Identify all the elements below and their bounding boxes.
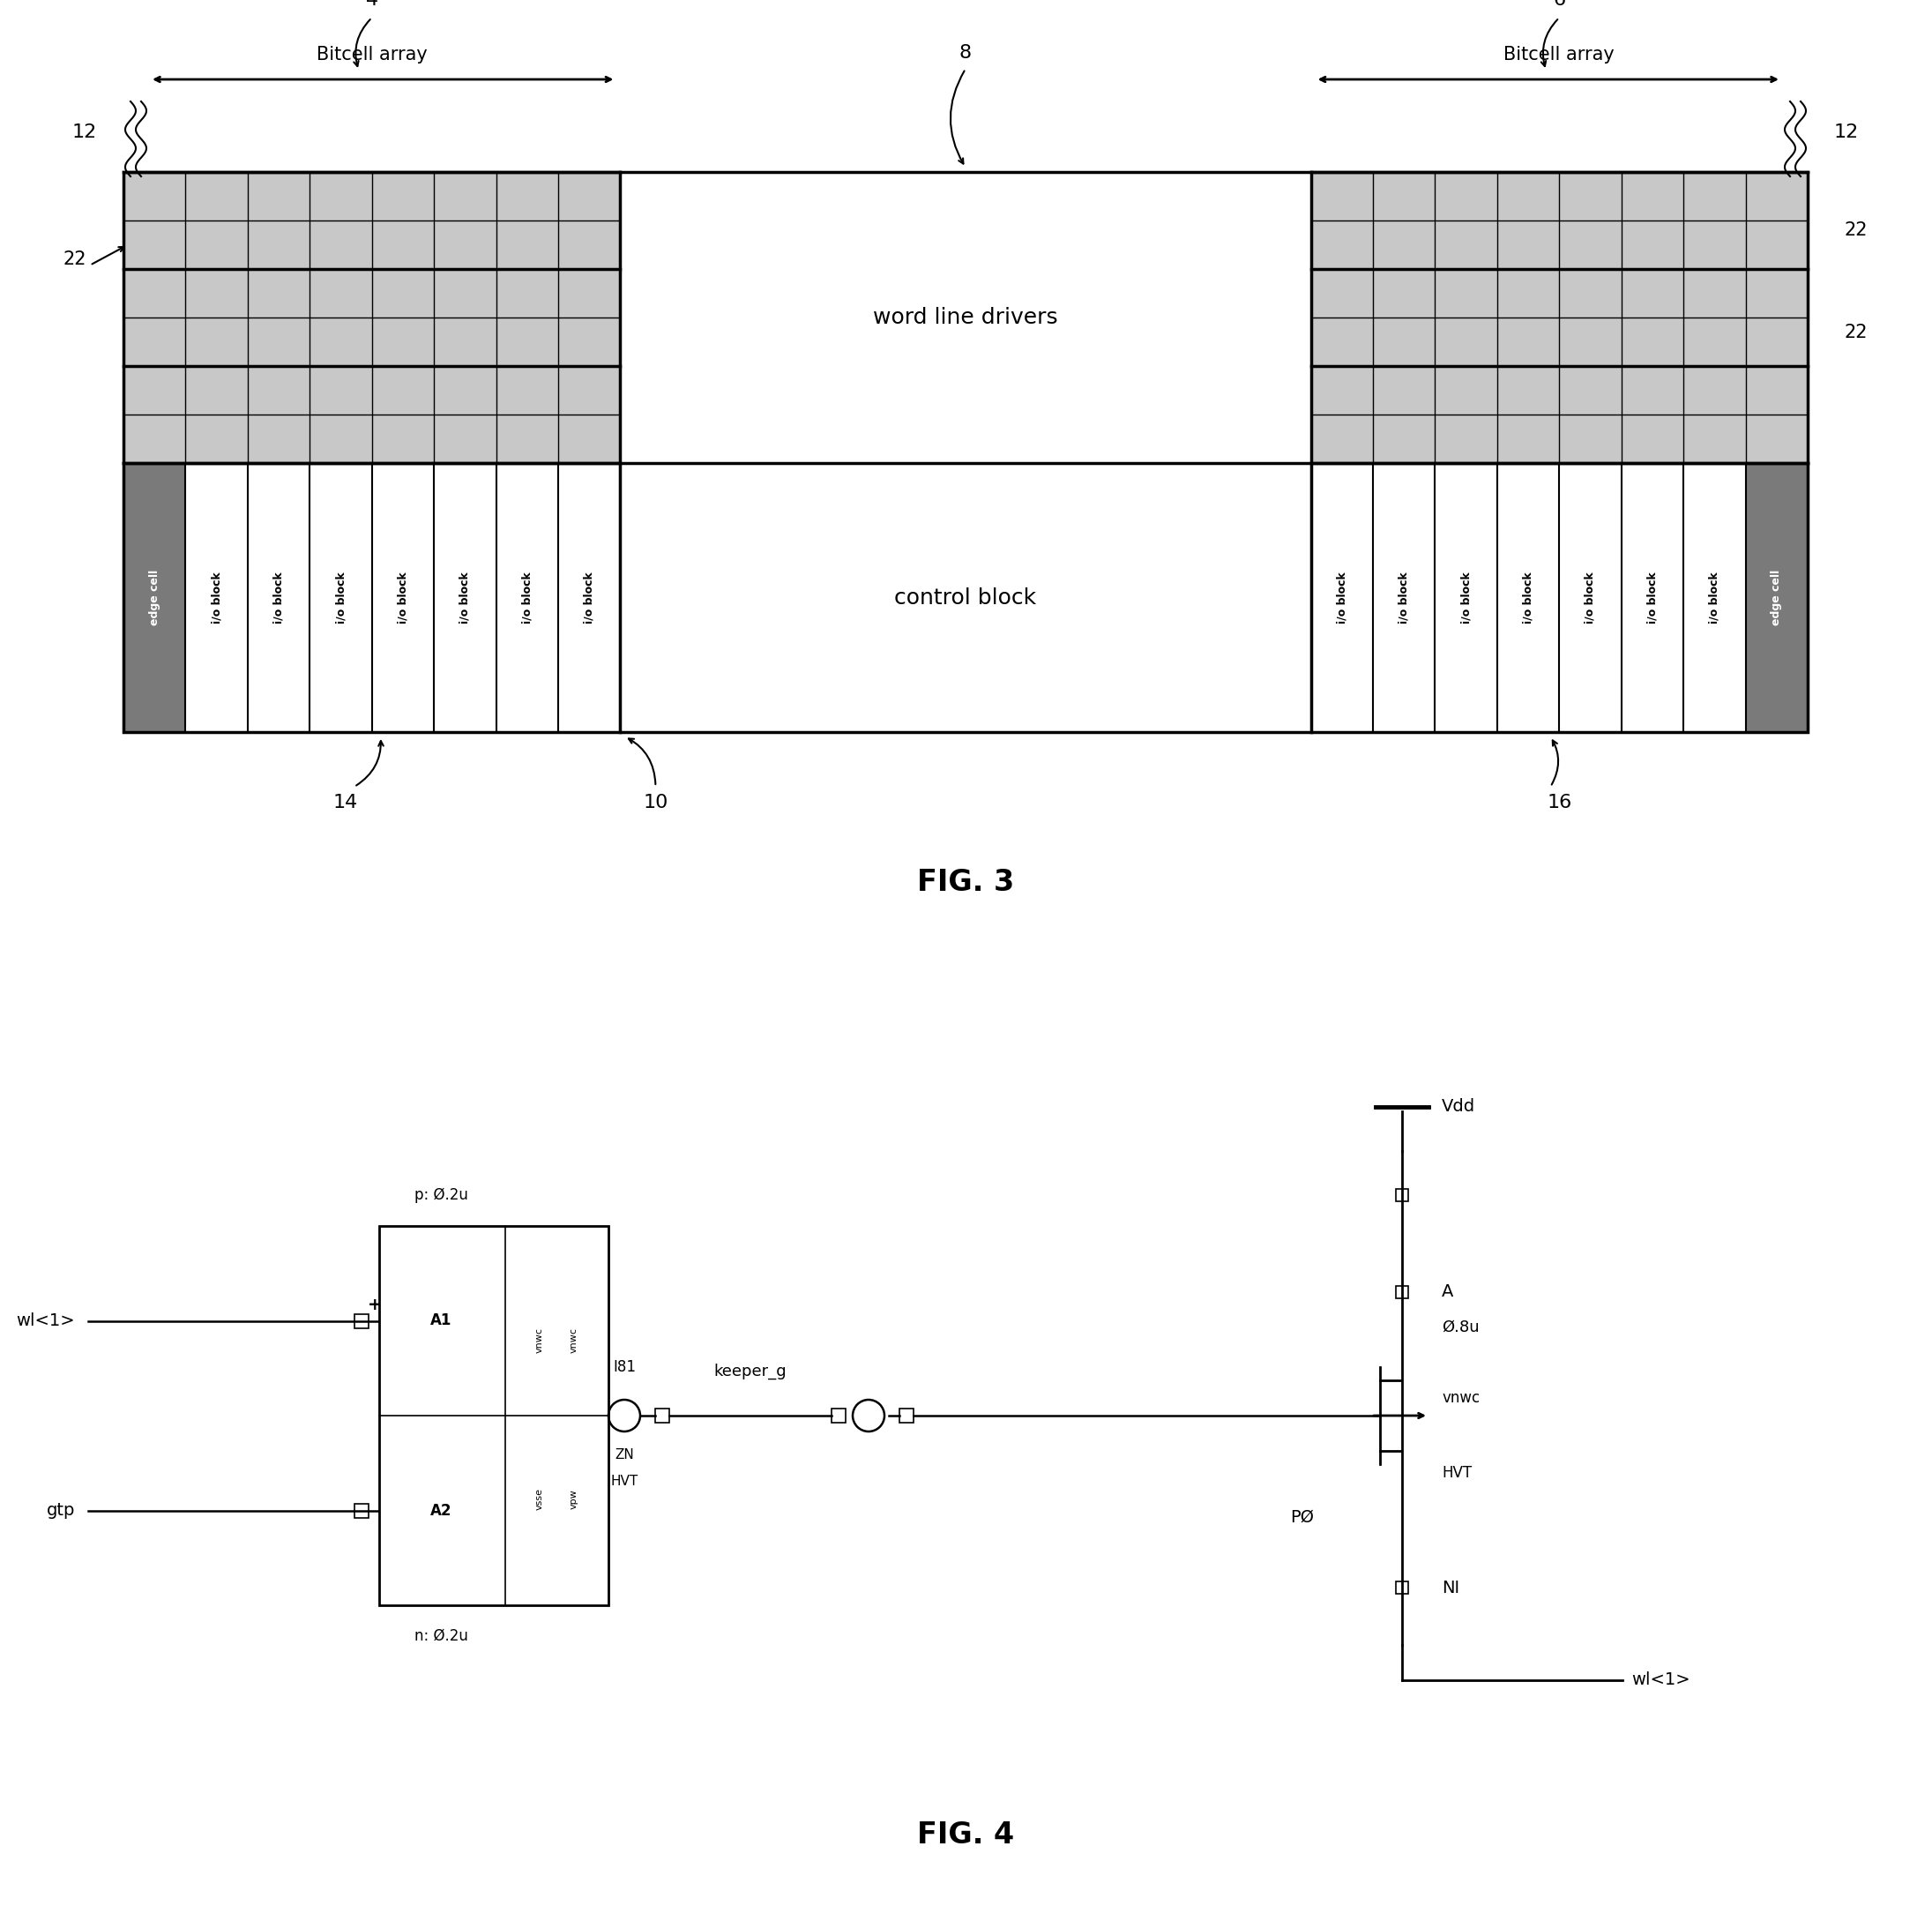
- Text: 14: 14: [332, 793, 357, 811]
- Text: vnwc: vnwc: [1441, 1391, 1480, 1406]
- Bar: [566, 1412, 574, 1420]
- Text: n: Ø.2u: n: Ø.2u: [413, 1629, 468, 1644]
- Text: i/o block: i/o block: [334, 572, 346, 624]
- Text: +: +: [367, 1297, 383, 1314]
- Text: Bitcell array: Bitcell array: [317, 46, 427, 63]
- Bar: [900, 1408, 914, 1423]
- Text: wl<1>: wl<1>: [1631, 1671, 1690, 1689]
- Text: i/o block: i/o block: [1461, 572, 1472, 624]
- Text: Bitcell array: Bitcell array: [1503, 46, 1615, 63]
- Text: Ø.8u: Ø.8u: [1441, 1320, 1480, 1335]
- Text: wl<1>: wl<1>: [15, 1312, 75, 1329]
- Bar: [379, 1226, 609, 1606]
- Text: i/o block: i/o block: [1646, 572, 1658, 624]
- Bar: [1397, 1581, 1408, 1594]
- Bar: [1747, 463, 1808, 732]
- Text: i/o block: i/o block: [583, 572, 595, 624]
- Text: control block: control block: [895, 588, 1037, 609]
- Text: i/o block: i/o block: [398, 572, 410, 624]
- Bar: [124, 173, 1808, 732]
- Bar: [354, 1314, 369, 1327]
- Text: Vdd: Vdd: [1441, 1099, 1476, 1116]
- Text: ZN: ZN: [614, 1448, 634, 1462]
- Bar: [1397, 1285, 1408, 1299]
- Text: 16: 16: [1548, 793, 1573, 811]
- Text: edge cell: edge cell: [1772, 571, 1783, 626]
- Bar: [1310, 463, 1808, 732]
- Bar: [124, 173, 620, 463]
- Text: keeper_g: keeper_g: [715, 1364, 786, 1379]
- Bar: [655, 1408, 668, 1423]
- Text: i/o block: i/o block: [1522, 572, 1534, 624]
- Text: FIG. 3: FIG. 3: [918, 868, 1014, 897]
- Text: 4: 4: [365, 0, 379, 10]
- Text: HVT: HVT: [1441, 1466, 1472, 1481]
- Text: gtp: gtp: [46, 1502, 75, 1520]
- Text: i/o block: i/o block: [1399, 572, 1410, 624]
- Text: vsse: vsse: [535, 1489, 545, 1510]
- Bar: [354, 1504, 369, 1518]
- Text: 12: 12: [1833, 123, 1859, 140]
- Text: I81: I81: [612, 1360, 636, 1375]
- Text: A: A: [1441, 1283, 1453, 1301]
- Text: NI: NI: [1441, 1579, 1459, 1596]
- Text: 8: 8: [960, 44, 972, 61]
- Bar: [1397, 1189, 1408, 1201]
- Text: edge cell: edge cell: [149, 571, 160, 626]
- Text: i/o block: i/o block: [211, 572, 222, 624]
- Text: HVT: HVT: [611, 1475, 638, 1489]
- Text: i/o block: i/o block: [272, 572, 284, 624]
- Text: vpw: vpw: [570, 1489, 578, 1510]
- Text: i/o block: i/o block: [1708, 572, 1719, 624]
- Text: vnwc: vnwc: [570, 1327, 578, 1352]
- Text: 22: 22: [64, 250, 87, 269]
- Text: 22: 22: [1845, 221, 1868, 238]
- Text: p: Ø.2u: p: Ø.2u: [413, 1187, 468, 1203]
- Text: i/o block: i/o block: [1584, 572, 1596, 624]
- Bar: [124, 463, 620, 732]
- Text: FIG. 4: FIG. 4: [918, 1819, 1014, 1850]
- Text: vnwc: vnwc: [535, 1327, 545, 1352]
- Text: A1: A1: [431, 1312, 452, 1329]
- Text: i/o block: i/o block: [522, 572, 533, 624]
- Text: 12: 12: [71, 123, 97, 140]
- Text: i/o block: i/o block: [460, 572, 471, 624]
- Bar: [1310, 173, 1808, 463]
- Text: PØ: PØ: [1291, 1508, 1314, 1525]
- Bar: [531, 1412, 539, 1420]
- Text: 22: 22: [1845, 323, 1868, 342]
- Text: word line drivers: word line drivers: [873, 307, 1059, 328]
- Bar: [124, 463, 185, 732]
- Text: 6: 6: [1553, 0, 1565, 10]
- Text: 10: 10: [643, 793, 668, 811]
- Bar: [831, 1408, 846, 1423]
- Text: A2: A2: [431, 1502, 452, 1518]
- Text: i/o block: i/o block: [1337, 572, 1349, 624]
